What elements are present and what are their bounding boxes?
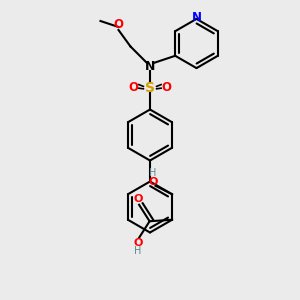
Text: N: N	[191, 11, 202, 24]
Text: O: O	[133, 194, 142, 204]
Text: H: H	[149, 168, 157, 178]
Text: O: O	[133, 238, 142, 248]
Text: O: O	[148, 177, 158, 187]
Text: O: O	[128, 81, 139, 94]
Text: H: H	[134, 246, 142, 256]
Text: S: S	[145, 81, 155, 94]
Text: O: O	[113, 18, 124, 31]
Text: N: N	[145, 59, 155, 73]
Text: O: O	[161, 81, 172, 94]
